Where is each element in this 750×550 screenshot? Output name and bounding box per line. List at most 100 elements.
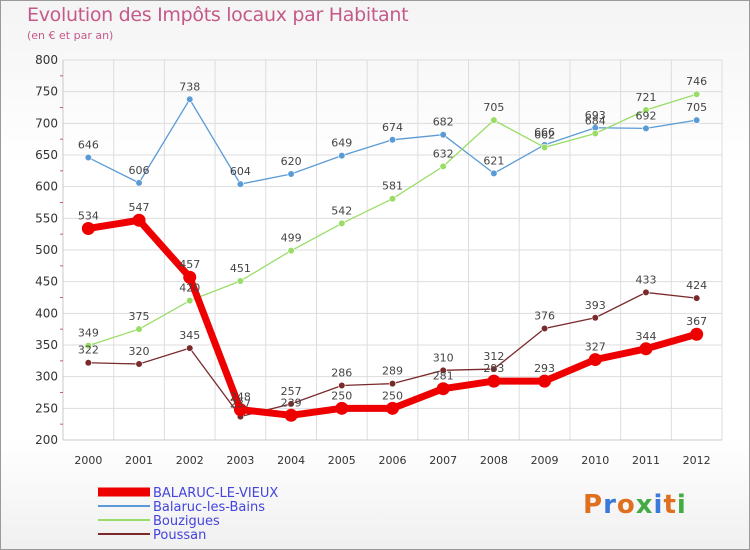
y-tick-label: 250 [35,401,58,415]
data-label: 662 [534,128,555,141]
x-tick-label: 2004 [277,454,305,467]
data-label: 250 [382,389,403,402]
data-point [338,152,346,160]
data-label: 666 [534,126,555,139]
data-point [591,129,599,138]
data-point [588,353,602,367]
y-tick-label: 700 [35,116,58,130]
y-tick-label: 600 [35,180,58,194]
x-tick-label: 2008 [480,454,508,467]
y-tick-label: 350 [35,338,58,352]
data-label: 420 [179,282,200,295]
y-tick-label: 300 [35,370,58,384]
x-tick-label: 2000 [74,454,102,467]
data-point [538,374,552,388]
x-tick-label: 2007 [429,454,457,467]
y-tick-label: 500 [35,243,58,257]
data-point [233,403,247,417]
data-label: 684 [585,114,606,127]
x-tick-label: 2009 [531,454,559,467]
data-point [642,106,650,114]
data-label: 375 [129,310,150,323]
data-label: 248 [230,391,251,404]
data-label: 376 [534,310,555,323]
data-point [284,408,298,422]
data-point [490,116,498,124]
x-tick-label: 2002 [176,454,204,467]
logo-letter: t [663,490,677,520]
data-label: 286 [331,367,352,380]
data-point [490,169,498,177]
data-label: 693 [585,109,606,122]
data-point [135,360,143,368]
data-label: 293 [483,362,504,375]
x-tick-label: 2001 [125,454,153,467]
data-label: 257 [281,385,302,398]
data-point [591,314,599,322]
data-label: 649 [331,137,352,150]
data-point [690,327,704,341]
data-label: 457 [179,258,200,271]
data-point [639,342,653,356]
data-label: 424 [686,279,707,292]
data-label: 322 [78,344,99,357]
data-point [81,221,95,235]
data-point [236,277,245,285]
logo-letter: i [653,490,664,520]
x-tick-label: 2003 [226,454,254,467]
data-label: 281 [433,370,454,383]
data-label: 721 [635,91,656,104]
data-point [487,374,501,388]
data-point [84,153,92,162]
legend-label: BALARUC-LE-VIEUX [153,486,278,501]
data-label: 433 [635,273,656,286]
data-point [693,116,701,124]
data-label: 621 [483,154,504,167]
data-point [287,170,295,178]
data-point [338,381,346,390]
data-point [693,294,701,302]
data-label: 289 [382,365,403,378]
data-point [135,179,143,187]
data-point [439,366,447,374]
data-label: 320 [129,345,150,358]
data-label: 606 [129,164,150,177]
data-label: 682 [433,116,454,129]
x-tick-label: 2010 [581,454,609,467]
data-label: 646 [78,139,99,152]
data-point [287,247,295,255]
data-label: 239 [281,396,302,409]
data-point [436,382,450,396]
data-point [186,95,194,103]
data-point [490,365,498,373]
data-point [386,401,399,415]
data-label: 705 [686,101,707,114]
chart-subtitle: (en € et par an) [27,29,114,42]
data-point [335,401,349,415]
logo-letter: o [616,490,636,520]
data-point [84,342,92,350]
data-point [388,380,397,388]
data-label: 345 [179,329,200,342]
data-label: 451 [230,262,251,275]
data-label: 534 [78,209,99,222]
legend-label: Bouzigues [153,514,220,529]
data-label: 674 [382,121,403,134]
data-point [540,324,549,333]
x-tick-label: 2005 [328,454,356,467]
data-label: 692 [635,109,656,122]
data-label: 604 [230,165,251,178]
y-tick-label: 800 [35,53,58,67]
data-label: 499 [281,232,302,245]
chart-title: Evolution des Impôts locaux par Habitant [27,4,409,26]
x-tick-label: 2006 [379,454,407,467]
data-label: 738 [179,80,200,93]
data-label: 705 [483,101,504,114]
y-tick-label: 750 [35,85,58,99]
data-point [439,131,447,139]
legend-label: Poussan [153,528,206,543]
data-label: 367 [686,315,707,328]
data-label: 327 [585,341,606,354]
data-label: 312 [483,350,504,363]
data-point [388,195,397,203]
